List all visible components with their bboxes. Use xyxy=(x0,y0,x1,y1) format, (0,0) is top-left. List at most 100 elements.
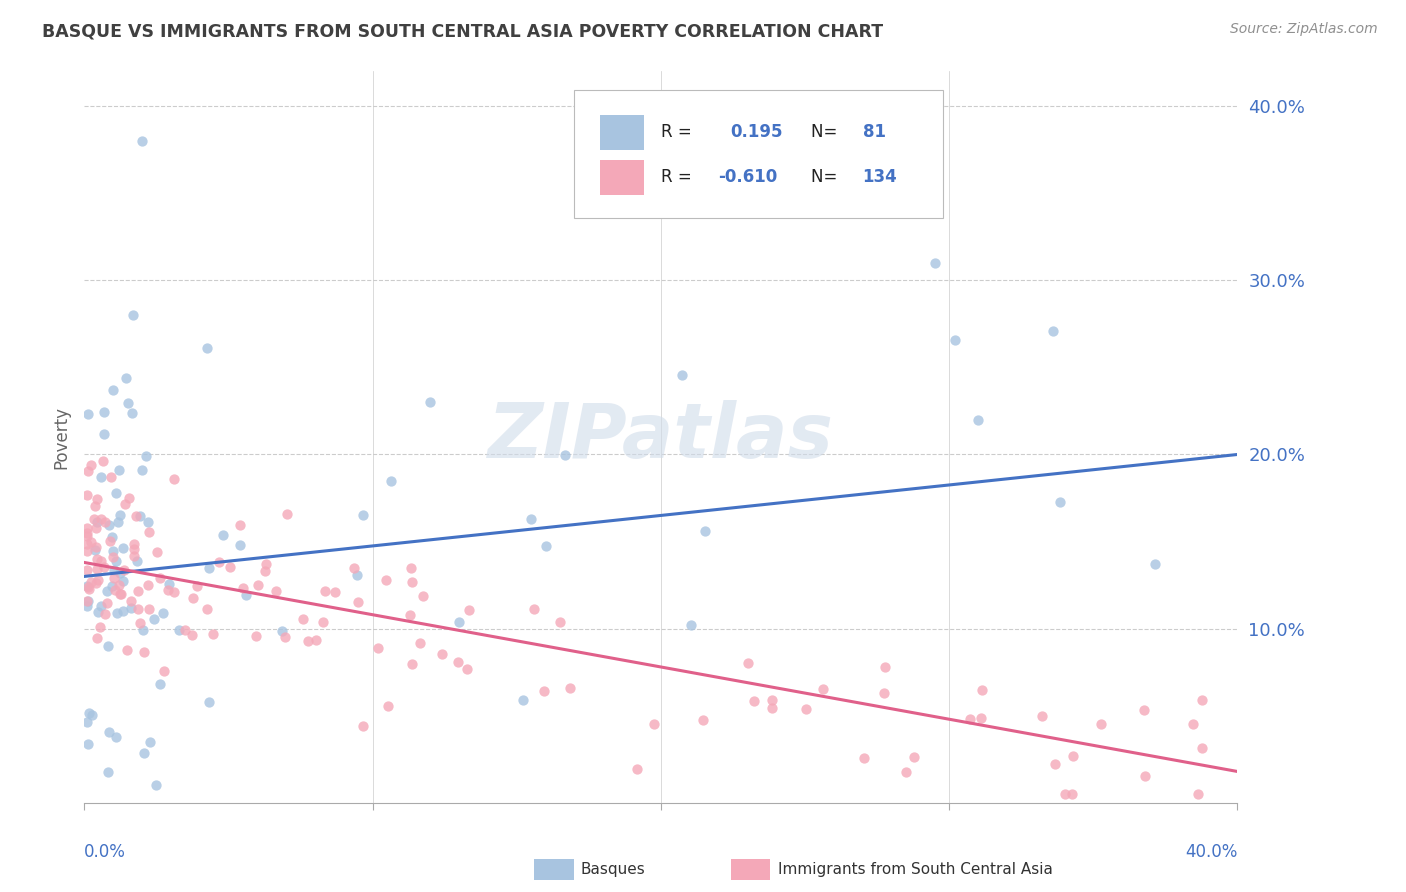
Bar xyxy=(600,114,644,150)
Point xyxy=(409,636,432,650)
Point xyxy=(186,579,208,593)
Point xyxy=(1143,557,1166,571)
Text: ZIPatlas: ZIPatlas xyxy=(488,401,834,474)
Point xyxy=(343,561,366,575)
Point xyxy=(97,639,120,653)
Point xyxy=(84,521,107,535)
Point xyxy=(98,518,121,533)
Point xyxy=(89,620,111,634)
Point xyxy=(347,595,370,609)
Point xyxy=(1191,693,1213,707)
Point xyxy=(163,585,186,599)
Text: -0.610: -0.610 xyxy=(718,169,778,186)
Point xyxy=(198,695,221,709)
Point xyxy=(737,657,759,671)
Point xyxy=(76,563,98,577)
Point xyxy=(76,580,98,594)
Point xyxy=(761,701,783,715)
Point xyxy=(208,555,231,569)
Point xyxy=(247,578,270,592)
Point xyxy=(536,539,558,553)
Point xyxy=(125,554,148,568)
Point xyxy=(110,566,132,580)
Point xyxy=(374,573,396,587)
Point xyxy=(132,645,155,659)
Point xyxy=(93,427,115,442)
Point xyxy=(90,553,112,567)
Point xyxy=(254,557,277,571)
Point xyxy=(121,406,143,420)
Point xyxy=(157,582,180,597)
Point xyxy=(377,699,399,714)
Point xyxy=(76,544,98,558)
Point xyxy=(148,571,170,585)
Point xyxy=(100,470,122,484)
Point xyxy=(110,587,132,601)
Point xyxy=(120,601,142,615)
Point xyxy=(813,682,835,697)
Point xyxy=(105,730,128,744)
Point xyxy=(87,574,110,588)
Point xyxy=(139,735,162,749)
Point xyxy=(245,629,267,643)
Point xyxy=(157,577,180,591)
Point xyxy=(163,472,186,486)
Point xyxy=(761,693,783,707)
Point xyxy=(924,256,946,270)
Point xyxy=(110,508,132,522)
Point xyxy=(114,497,136,511)
Point xyxy=(681,618,703,632)
Point xyxy=(86,632,108,646)
Point xyxy=(273,630,295,644)
Point xyxy=(232,582,254,596)
Point xyxy=(87,605,110,619)
Point xyxy=(108,587,131,601)
Text: 0.195: 0.195 xyxy=(730,123,783,141)
Point xyxy=(96,597,118,611)
Point xyxy=(138,578,160,592)
Point xyxy=(93,404,115,418)
Point xyxy=(146,544,169,558)
Point xyxy=(742,694,765,708)
Point xyxy=(90,470,112,484)
Point xyxy=(202,627,225,641)
Text: R =: R = xyxy=(661,123,697,141)
Point xyxy=(873,660,896,674)
Point xyxy=(794,701,817,715)
Point xyxy=(76,464,98,478)
Point xyxy=(94,607,117,621)
Point xyxy=(101,530,124,544)
Point xyxy=(103,543,125,558)
Point xyxy=(643,716,665,731)
Point xyxy=(558,681,581,695)
Point xyxy=(117,395,139,409)
Point xyxy=(554,448,576,462)
Point xyxy=(86,515,108,529)
Point xyxy=(104,554,127,568)
Point xyxy=(128,616,150,631)
Point xyxy=(1062,748,1084,763)
Point xyxy=(1060,787,1083,801)
Point xyxy=(419,395,441,409)
Point xyxy=(124,542,146,557)
Point xyxy=(1090,717,1112,731)
Point xyxy=(96,584,118,599)
Point xyxy=(970,710,993,724)
Point xyxy=(145,778,167,792)
Point xyxy=(305,632,328,647)
Point xyxy=(1045,757,1067,772)
Point xyxy=(945,334,967,348)
Point xyxy=(533,684,555,698)
Point xyxy=(77,407,100,421)
Point xyxy=(212,528,235,542)
Point xyxy=(970,682,993,697)
Point xyxy=(352,719,374,733)
Point xyxy=(271,624,294,638)
Point xyxy=(108,463,131,477)
Point xyxy=(76,715,98,730)
Point xyxy=(111,604,134,618)
Point xyxy=(86,491,108,506)
Point xyxy=(76,579,98,593)
Point xyxy=(1133,769,1156,783)
Point xyxy=(456,662,478,676)
